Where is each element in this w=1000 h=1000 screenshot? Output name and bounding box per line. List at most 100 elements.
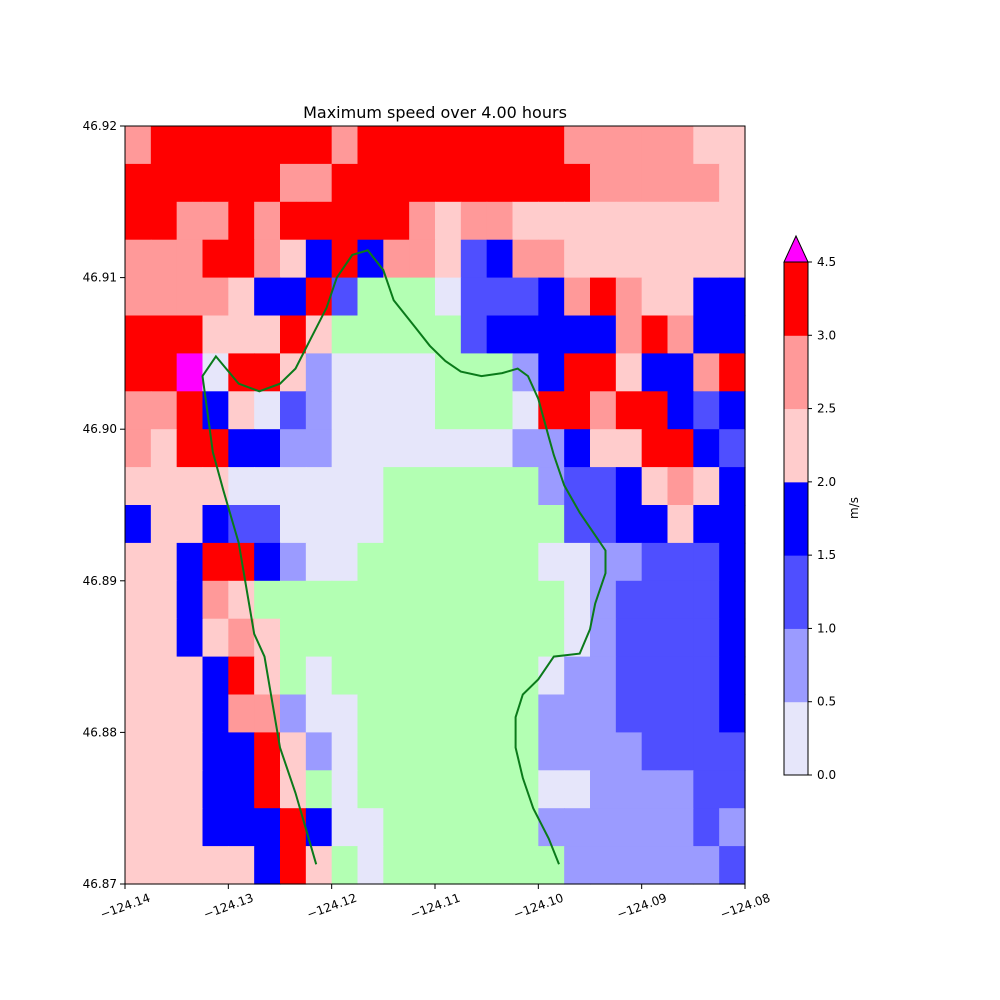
speed-cell bbox=[538, 277, 565, 317]
land-cell bbox=[383, 467, 410, 506]
speed-cell bbox=[615, 201, 643, 241]
land-cell bbox=[435, 656, 462, 696]
land-cell bbox=[486, 846, 514, 885]
speed-cell bbox=[719, 580, 746, 620]
speed-cell bbox=[538, 315, 565, 354]
speed-cell bbox=[667, 467, 694, 506]
speed-cell bbox=[150, 580, 178, 620]
speed-cell bbox=[228, 732, 255, 771]
land-cell bbox=[538, 846, 565, 885]
speed-cell bbox=[538, 239, 565, 279]
land-cell bbox=[435, 542, 462, 582]
colorbar-frame bbox=[783, 262, 809, 776]
speed-cell bbox=[357, 505, 384, 544]
speed-cell bbox=[125, 201, 152, 241]
speed-cell bbox=[590, 315, 617, 354]
speed-cell bbox=[280, 201, 307, 241]
speed-cell bbox=[202, 505, 229, 544]
speed-cell bbox=[331, 201, 359, 241]
land-cell bbox=[357, 618, 384, 658]
speed-cell bbox=[305, 505, 333, 544]
speed-cell bbox=[667, 505, 694, 544]
speed-cell bbox=[202, 277, 229, 317]
speed-cell bbox=[564, 542, 591, 582]
speed-cell bbox=[202, 770, 229, 809]
speed-cell bbox=[590, 770, 617, 809]
land-cell bbox=[435, 353, 462, 392]
speed-cell bbox=[383, 239, 410, 279]
speed-cell bbox=[254, 391, 281, 430]
speed-cell bbox=[719, 315, 746, 354]
speed-cell bbox=[590, 505, 617, 544]
speed-cell bbox=[280, 694, 307, 733]
land-cell bbox=[409, 770, 436, 809]
speed-cell bbox=[564, 505, 591, 544]
speed-cell bbox=[719, 846, 746, 885]
speed-cell bbox=[693, 277, 720, 317]
speed-cell bbox=[435, 239, 462, 279]
speed-cell bbox=[667, 315, 694, 354]
speed-cell bbox=[357, 163, 384, 203]
speed-cell bbox=[615, 353, 643, 392]
land-cell bbox=[460, 770, 488, 809]
speed-cell bbox=[331, 732, 359, 771]
land-cell bbox=[538, 505, 565, 544]
speed-cell bbox=[564, 846, 591, 885]
speed-cell bbox=[693, 505, 720, 544]
land-cell bbox=[486, 580, 514, 620]
speed-cell bbox=[228, 315, 255, 354]
speed-cell bbox=[667, 618, 694, 658]
speed-cell bbox=[125, 505, 152, 544]
speed-cell bbox=[564, 391, 591, 430]
speed-cell bbox=[564, 201, 591, 241]
speed-cell bbox=[202, 353, 229, 392]
colorbar-tick-label: 1.0 bbox=[817, 621, 836, 635]
land-cell bbox=[486, 505, 514, 544]
speed-cell bbox=[280, 542, 307, 582]
land-cell bbox=[280, 656, 307, 696]
speed-cell bbox=[641, 656, 669, 696]
speed-cell bbox=[176, 656, 204, 696]
speed-cell bbox=[615, 505, 643, 544]
speed-cell bbox=[590, 618, 617, 658]
speed-cell bbox=[176, 429, 204, 468]
speed-cell bbox=[202, 163, 229, 203]
speed-cell bbox=[202, 315, 229, 354]
speed-cell bbox=[125, 239, 152, 279]
speed-cell bbox=[538, 732, 565, 771]
speed-cell bbox=[280, 732, 307, 771]
speed-cell bbox=[331, 126, 359, 165]
speed-cell bbox=[667, 277, 694, 317]
speed-cell bbox=[176, 391, 204, 430]
speed-cell bbox=[693, 467, 720, 506]
speed-cell bbox=[280, 846, 307, 885]
land-cell bbox=[486, 467, 514, 506]
colorbar: 0.0 0.5 1.0 1.5 2.0 2.5 3.0 4.5 bbox=[783, 234, 836, 782]
speed-cell bbox=[125, 770, 152, 809]
speed-cell bbox=[564, 239, 591, 279]
land-cell bbox=[357, 694, 384, 733]
speed-cell bbox=[564, 694, 591, 733]
speed-cell bbox=[538, 694, 565, 733]
speed-cell bbox=[383, 163, 410, 203]
speed-cell bbox=[202, 846, 229, 885]
land-cell bbox=[435, 391, 462, 430]
speed-cell bbox=[331, 505, 359, 544]
speed-cell bbox=[357, 126, 384, 165]
speed-cell bbox=[615, 239, 643, 279]
speed-cell bbox=[615, 429, 643, 468]
speed-cell bbox=[693, 429, 720, 468]
speed-cell bbox=[331, 542, 359, 582]
chart-title: Maximum speed over 4.00 hours bbox=[303, 103, 567, 122]
speed-cell bbox=[331, 163, 359, 203]
land-cell bbox=[512, 656, 539, 696]
speed-cell bbox=[280, 277, 307, 317]
speed-cell bbox=[693, 846, 720, 885]
speed-cell bbox=[538, 126, 565, 165]
y-tick-label: 46.87 bbox=[83, 877, 117, 891]
speed-cell bbox=[564, 277, 591, 317]
speed-cell bbox=[176, 277, 204, 317]
speed-cell bbox=[228, 239, 255, 279]
speed-cell bbox=[176, 467, 204, 506]
land-cell bbox=[305, 770, 333, 809]
